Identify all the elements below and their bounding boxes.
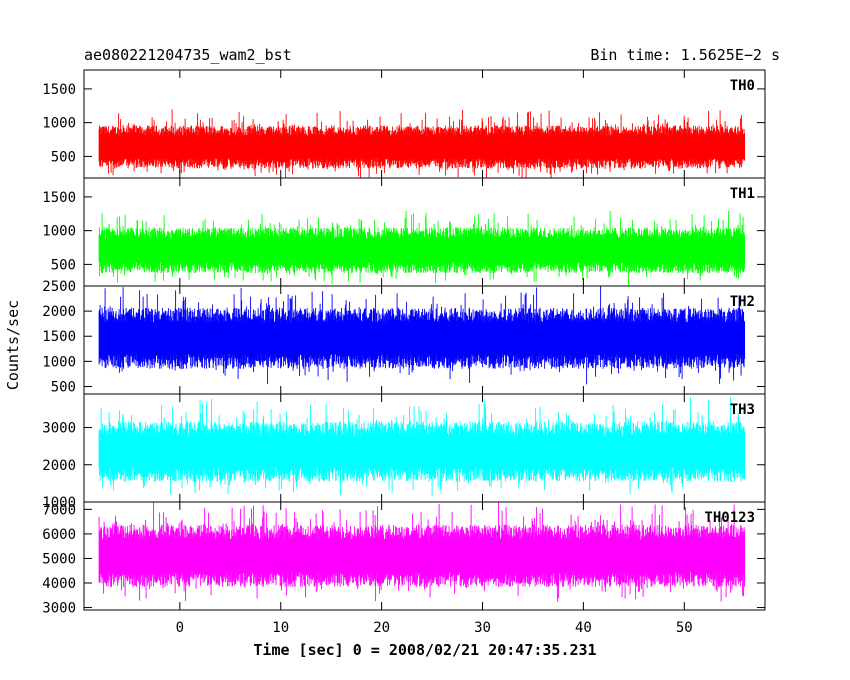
x-tick-label: 10	[272, 620, 289, 636]
y-tick-label: 7000	[42, 502, 76, 518]
y-tick-label: 4000	[42, 576, 76, 592]
panels-group: 500 1000 1500 TH0 500 1000 1500 TH1 500 1000 1500 2…	[42, 69, 766, 617]
series-label: TH2	[730, 294, 755, 310]
y-tick-label: 1500	[42, 190, 76, 206]
chart-title: ae080221204735_wam2_bst	[84, 46, 292, 64]
y-tick-label: 2000	[42, 304, 76, 320]
series-label: TH1	[730, 186, 755, 202]
series-label: TH3	[730, 402, 755, 418]
y-axis-label: Counts/sec	[4, 300, 22, 390]
y-tick-label: 1000	[42, 354, 76, 370]
series-th0-trace	[98, 109, 746, 178]
y-tick-label: 1500	[42, 329, 76, 345]
panel-th0: 500 1000 1500 TH0	[42, 69, 766, 179]
y-tick-label: 500	[51, 257, 76, 273]
y-tick-label: 6000	[42, 527, 76, 543]
y-tick-label: 3000	[42, 601, 76, 617]
series-label: TH0123	[704, 510, 755, 526]
series-label: TH0	[730, 78, 755, 94]
x-axis-ticks: 0 10 20 30 40 50	[176, 620, 693, 636]
series-th3-trace	[98, 396, 746, 497]
panel-th0123: 3000 4000 5000 6000 7000 TH0123	[42, 501, 766, 617]
bin-time-label: Bin time: 1.5625E−2 s	[590, 46, 780, 64]
panel-frame	[83, 501, 766, 611]
y-tick-label: 500	[51, 379, 76, 395]
x-tick-label: 50	[676, 620, 693, 636]
y-tick-label: 2000	[42, 458, 76, 474]
x-tick-label: 30	[474, 620, 491, 636]
y-tick-label: 1000	[42, 224, 76, 240]
series-th1-trace	[98, 211, 746, 286]
x-tick-label: 20	[373, 620, 390, 636]
series-th2-trace	[98, 286, 746, 385]
y-tick-label: 2500	[42, 279, 76, 295]
x-tick-label: 0	[176, 620, 184, 636]
y-tick-label: 500	[51, 149, 76, 165]
y-tick-label: 5000	[42, 551, 76, 567]
x-axis-label: Time [sec] 0 = 2008/02/21 20:47:35.231	[253, 641, 596, 659]
y-tick-label: 1000	[42, 495, 76, 511]
panel-th1: 500 1000 1500 TH1	[42, 177, 766, 287]
y-tick-label: 3000	[42, 421, 76, 437]
panel-th3: 1000 2000 3000 TH3	[42, 393, 766, 511]
series-th0123-trace	[98, 502, 746, 602]
y-tick-label: 1500	[42, 82, 76, 98]
x-tick-label: 40	[575, 620, 592, 636]
y-tick-label: 1000	[42, 116, 76, 132]
panel-th2: 500 1000 1500 2000 2500 TH2	[42, 279, 766, 395]
